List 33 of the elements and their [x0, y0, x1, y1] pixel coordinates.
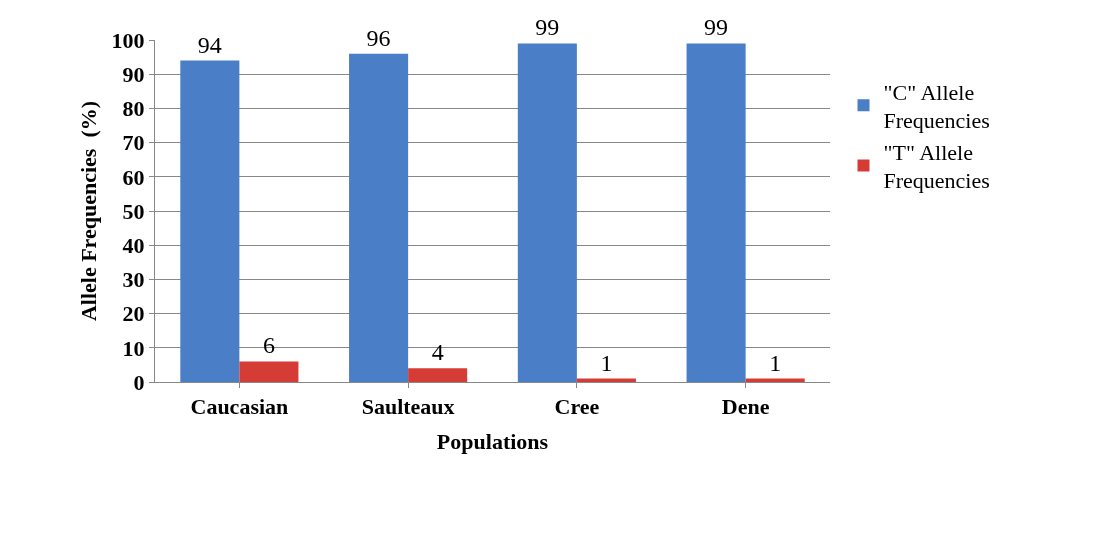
x-tick-label: Saulteaux: [361, 394, 455, 420]
bar: [180, 60, 240, 382]
bar: [686, 43, 746, 382]
y-tick-label: 70: [122, 130, 145, 156]
y-tick-label: 90: [122, 61, 145, 87]
bar: [239, 361, 299, 382]
x-axis-title: Populations: [436, 429, 549, 455]
data-label: 1: [769, 349, 782, 376]
data-label: 1: [600, 349, 613, 376]
data-label: 99: [704, 14, 729, 41]
y-tick-label: 20: [122, 301, 145, 327]
y-tick-label: 30: [122, 267, 145, 293]
bar: [517, 43, 577, 382]
y-tick-label: 0: [133, 369, 145, 395]
data-label: 4: [431, 339, 444, 366]
data-label: 99: [535, 14, 560, 41]
legend-label: "T" Allele Frequencies: [883, 139, 990, 194]
y-tick-label: 40: [122, 232, 145, 258]
x-tick-label: Caucasian: [190, 394, 289, 420]
data-label: 6: [262, 332, 275, 359]
y-tick-label: 60: [122, 164, 145, 190]
y-tick-label: 100: [111, 27, 145, 53]
y-tick-label: 10: [122, 335, 145, 361]
data-label: 96: [366, 24, 391, 51]
x-tick-label: Cree: [554, 394, 600, 420]
data-label: 94: [197, 31, 222, 58]
bar: [408, 368, 468, 382]
y-tick-label: 50: [122, 198, 145, 224]
bar: [349, 53, 409, 382]
y-tick-label: 80: [122, 96, 145, 122]
legend-label: "C" Allele Frequencies: [883, 79, 990, 134]
y-axis-title: Allele Frequencies (%): [76, 100, 102, 322]
x-tick-label: Dene: [721, 394, 770, 420]
